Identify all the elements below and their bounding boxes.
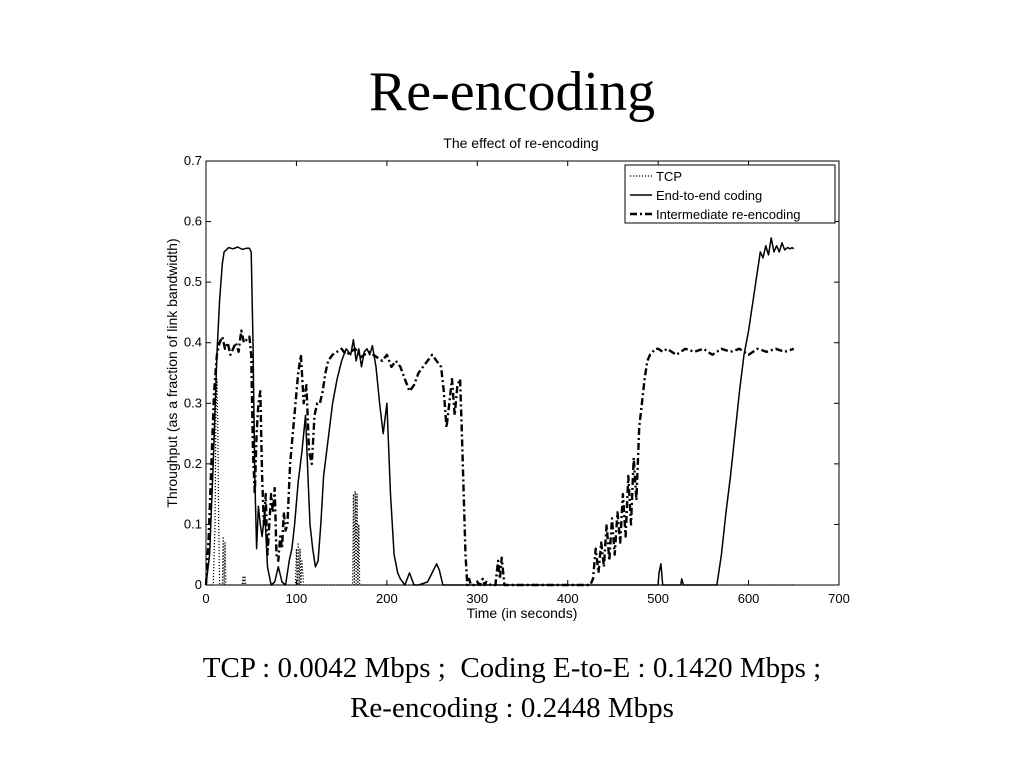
y-tick-label: 0.6 (184, 214, 202, 229)
x-axis-label: Time (in seconds) (467, 605, 578, 621)
y-tick-label: 0.7 (184, 153, 202, 168)
y-axis-label: Throughput (as a fraction of link bandwi… (164, 238, 180, 507)
series-layer (204, 237, 795, 587)
legend-label: TCP (656, 169, 682, 184)
slide-title: Re-encoding (368, 61, 656, 123)
x-tick-label: 700 (828, 591, 850, 606)
y-tick-label: 0.3 (184, 395, 202, 410)
x-tick-label: 500 (647, 591, 669, 606)
y-tick-label: 0.2 (184, 456, 202, 471)
series-line-3 (204, 329, 795, 587)
y-tick-label: 0.4 (184, 335, 202, 350)
chart-title: The effect of re-encoding (443, 135, 598, 151)
legend: TCP End-to-end coding Intermediate re-enco… (624, 164, 836, 224)
y-tick-label: 0 (195, 577, 202, 592)
x-tick-label: 0 (202, 591, 209, 606)
y-tick-label: 0.5 (184, 274, 202, 289)
legend-label: Intermediate re-encoding (656, 207, 801, 222)
x-tick-label: 200 (376, 591, 398, 606)
y-axis-ticks: 0 0.1 0.2 0.3 0.4 0.5 0.6 0.7 (184, 153, 839, 592)
caption: TCP : 0.0042 Mbps ; Coding E-to-E : 0.14… (0, 648, 1024, 728)
x-tick-label: 600 (738, 591, 760, 606)
caption-line-1: TCP : 0.0042 Mbps ; Coding E-to-E : 0.14… (202, 652, 822, 684)
legend-label: End-to-end coding (656, 188, 762, 203)
x-tick-label: 300 (466, 591, 488, 606)
x-axis-ticks: 0 100 200 300 400 500 600 700 (202, 161, 850, 606)
series-line-1 (206, 378, 794, 586)
x-tick-label: 400 (557, 591, 579, 606)
legend-box (624, 164, 836, 224)
series-line-2 (205, 237, 795, 586)
x-tick-label: 100 (286, 591, 308, 606)
y-tick-label: 0.1 (184, 516, 202, 531)
caption-line-2: Re-encoding : 0.2448 Mbps (350, 692, 674, 724)
